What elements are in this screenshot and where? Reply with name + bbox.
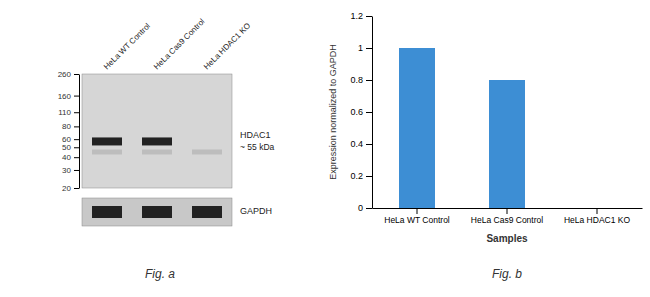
tick-label: 1 — [358, 43, 363, 53]
bar — [579, 208, 615, 209]
panel: 260160110806050403020HDAC1GAPDH~ 55 kDaH… — [58, 17, 275, 281]
tick-label: 40 — [62, 153, 71, 162]
faint-band — [142, 149, 172, 154]
tick-mark — [507, 208, 508, 214]
tick: 20 — [62, 184, 79, 193]
tick: 1.2 — [350, 11, 372, 21]
tick: 0.2 — [350, 171, 372, 181]
lane-label: HeLa WT Control — [102, 21, 152, 71]
loading-band — [142, 206, 172, 218]
tick-label: 30 — [62, 166, 71, 175]
tick-label: 0.2 — [350, 171, 363, 181]
tick-mark — [74, 170, 79, 171]
band — [142, 137, 172, 145]
tick: HeLa WT Control — [384, 208, 450, 225]
chart-root: 260160110806050403020HDAC1GAPDH~ 55 kDaH… — [0, 0, 650, 297]
tick-label: HeLa HDAC1 KO — [564, 215, 631, 225]
bar — [399, 48, 435, 208]
tick-label: 1.2 — [350, 11, 363, 21]
tick: 30 — [62, 166, 79, 175]
annotation: ~ 55 kDa — [240, 142, 275, 152]
tick-mark — [366, 208, 372, 209]
tick-mark — [74, 96, 79, 97]
tick: 40 — [62, 153, 79, 162]
tick-label: 160 — [58, 92, 72, 101]
tick-mark — [74, 188, 79, 189]
tick-label: 0.8 — [350, 75, 363, 85]
tick-mark — [74, 147, 79, 148]
band-label: HDAC1 — [240, 130, 271, 140]
tick-label: 80 — [62, 122, 71, 131]
band — [92, 137, 122, 145]
tick-label: 50 — [62, 143, 71, 152]
axis: HeLa WT Control HeLa Cas9 Control HeLa HDA… — [373, 208, 643, 225]
tick-label: 0.6 — [350, 107, 363, 117]
tick: 0 — [358, 203, 372, 213]
tick: 80 — [62, 122, 79, 131]
tick-mark — [74, 139, 79, 140]
tick: 260 — [58, 70, 79, 79]
panel: 0 0.2 0.4 0.6 0.8 1 1.2 HeLa WT Control HeLa Cas… — [328, 11, 643, 281]
tick: 1 — [358, 43, 372, 53]
axis-line — [372, 17, 373, 209]
loading-control-background — [82, 198, 232, 226]
tick: HeLa Cas9 Control — [471, 208, 543, 225]
tick-mark — [366, 144, 372, 145]
tick-mark — [366, 16, 372, 17]
tick-mark — [74, 126, 79, 127]
chart-title: Fig. b — [492, 267, 522, 281]
bar — [489, 80, 525, 208]
tick: HeLa HDAC1 KO — [564, 208, 631, 225]
tick: 0.8 — [350, 75, 372, 85]
tick-mark — [366, 112, 372, 113]
axis-line — [79, 75, 80, 189]
tick-mark — [74, 74, 79, 75]
tick-mark — [74, 112, 79, 113]
tick-label: 260 — [58, 70, 72, 79]
loading-band — [92, 206, 122, 218]
loading-band — [192, 206, 222, 218]
axis: 260160110806050403020 — [58, 70, 80, 193]
tick-label: 20 — [62, 184, 71, 193]
tick-label: 110 — [58, 108, 71, 117]
bands — [92, 137, 222, 218]
tick-mark — [597, 208, 598, 214]
tick-label: HeLa Cas9 Control — [471, 215, 543, 225]
chart-title: Fig. a — [145, 267, 175, 281]
bars — [399, 48, 525, 208]
tick: 0.6 — [350, 107, 372, 117]
lane-label: HeLa Cas9 Control — [152, 17, 207, 72]
tick: 110 — [58, 108, 79, 117]
tick: 160 — [58, 92, 79, 101]
lane-label: HeLa HDAC1 KO — [202, 21, 252, 71]
band-label: GAPDH — [240, 206, 272, 216]
tick: 50 — [62, 143, 79, 152]
faint-band — [92, 149, 122, 154]
tick-label: 0 — [358, 203, 363, 213]
axis: 0 0.2 0.4 0.6 0.8 1 1.2 — [350, 11, 372, 213]
y-axis-title: Expression normalized to GAPDH — [328, 44, 338, 180]
tick: 0.4 — [350, 139, 372, 149]
tick-label: 0.4 — [350, 139, 363, 149]
tick-mark — [366, 80, 372, 81]
band-labels: HDAC1 GAPDH ~ 55 kDa — [240, 130, 275, 217]
faint-band — [192, 149, 222, 154]
tick-mark — [366, 48, 372, 49]
tick-label: HeLa WT Control — [384, 215, 450, 225]
gel-background — [82, 74, 232, 188]
x-axis-title: Samples — [486, 233, 528, 244]
tick-mark — [74, 157, 79, 158]
tick-mark — [366, 176, 372, 177]
tick-mark — [417, 208, 418, 214]
